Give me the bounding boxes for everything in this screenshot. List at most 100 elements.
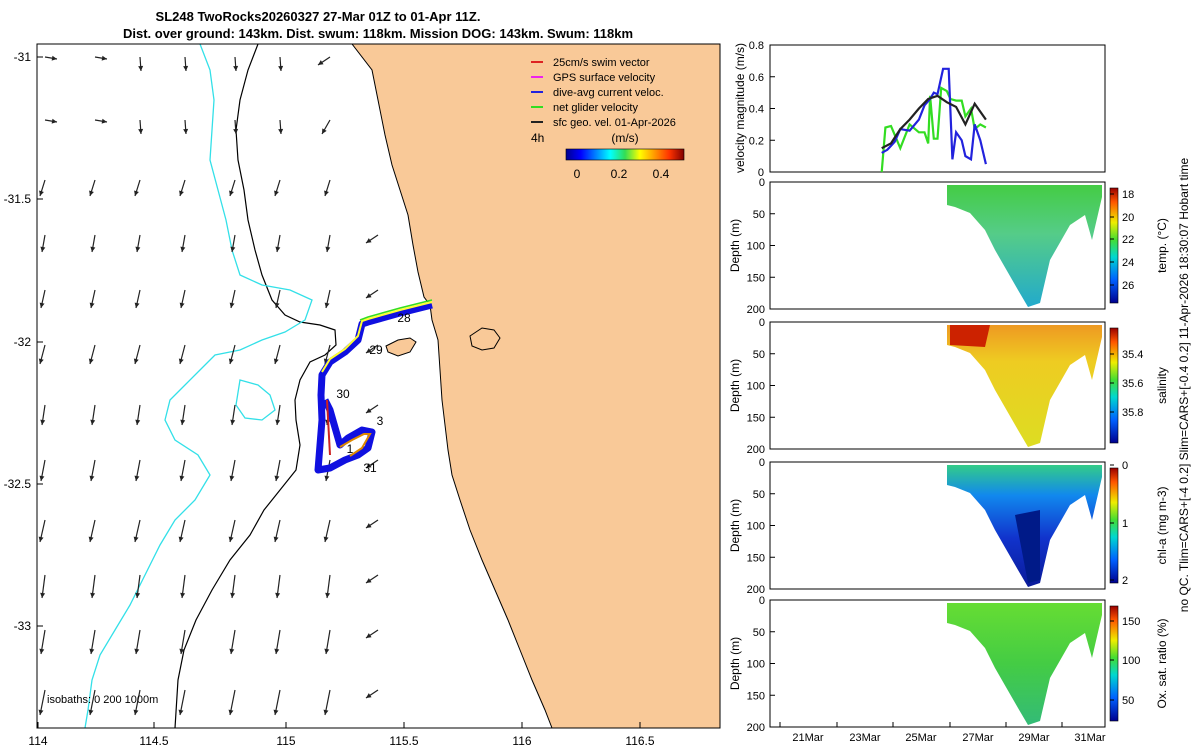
map-frame (36, 43, 721, 729)
speed-tick-label: 0 (574, 167, 581, 181)
section-colorbar (1109, 187, 1119, 304)
section-panel: 0 50 100 150 200 Depth (m) 0 1 2 chl-a (mg m-3) (728, 457, 1169, 596)
colorbar-tick-label: 1 (1122, 518, 1128, 530)
isobaths-label: isobaths: 0 200 1000m (47, 694, 158, 706)
lat-tick-label: -31.5 (4, 192, 32, 206)
section-tick-label: 100 (747, 381, 765, 393)
section-tick-label: 150 (747, 412, 765, 424)
lon-tick-label: 114.5 (139, 734, 168, 748)
section-tick-label: 0 (759, 457, 765, 469)
section-tick-label: 150 (747, 690, 765, 702)
velocity-series-line (880, 86, 987, 173)
geo-arrowhead (134, 190, 139, 196)
section-colorbar-label: salinity (1155, 367, 1169, 404)
section-ylabel: Depth (m) (728, 359, 742, 412)
geo-arrowhead (278, 65, 284, 71)
geo-arrowhead (230, 592, 236, 598)
geo-arrowhead (273, 358, 279, 364)
geo-arrowhead (233, 65, 239, 71)
lat-tick-label: -33 (14, 619, 32, 633)
section-tick-label: 200 (747, 584, 765, 596)
geo-arrowhead (325, 246, 331, 252)
geo-arrowhead (324, 302, 330, 308)
geo-arrowhead (101, 55, 107, 61)
section-ylabel: Depth (m) (728, 219, 742, 272)
geo-arrowhead (90, 419, 96, 425)
geo-arrowhead (366, 578, 372, 583)
geo-arrowhead (366, 463, 372, 468)
geo-arrowhead (40, 592, 46, 598)
geo-arrowhead (179, 475, 185, 481)
colorbar-tick-label: 22 (1122, 234, 1134, 246)
velocity-tick-label: 0.4 (749, 104, 764, 116)
day-label: 1 (347, 442, 354, 456)
speed-tick-label: 0.2 (611, 167, 628, 181)
geo-arrowhead (40, 246, 46, 252)
time-tick-label: 23Mar (849, 732, 881, 744)
geo-arrowhead (229, 190, 234, 196)
geo-arrowhead (39, 648, 45, 654)
geo-arrowhead (89, 190, 94, 196)
geo-arrowhead (228, 358, 234, 364)
day-label: 30 (336, 387, 350, 401)
section-tick-label: 150 (747, 552, 765, 564)
geo-arrowhead (324, 648, 330, 654)
geo-arrowhead (88, 709, 94, 715)
velocity-tick-label: 0 (758, 167, 764, 179)
section-panel: 0 50 100 150 200 Depth (m) 35.4 35.6 35.8 salinit… (728, 317, 1169, 456)
section-panel: 0 50 100 150 200 Depth (m) 18 20 22 24 26 temp. (°C… (728, 177, 1169, 316)
legend-label: sfc geo. vel. 01-Apr-2026 (553, 117, 676, 129)
geo-arrowhead (273, 536, 279, 542)
geo-arrowhead (180, 419, 186, 425)
time-axis-ticks: 21Mar 23Mar 25Mar 27Mar 29Mar 31Mar (779, 722, 1106, 744)
section-ylabel: Depth (m) (728, 499, 742, 552)
colorbar-tick-label: 20 (1122, 212, 1134, 224)
geo-arrowhead (134, 648, 140, 654)
speed-tick-label: 0.4 (653, 167, 670, 181)
velocity-ylabel: velocity magnitude (m/s) (733, 43, 747, 173)
title-line-1: SL248 TwoRocks20260327 27-Mar 01Z to 01-… (156, 9, 481, 24)
geo-arrowhead (138, 65, 144, 71)
geo-arrowhead (229, 475, 235, 481)
velocity-tick-label: 0.2 (749, 135, 764, 147)
lon-tick-label: 115 (276, 734, 295, 748)
geo-arrowhead (229, 648, 235, 654)
velocity-tick-label: 0.6 (749, 72, 764, 84)
velocity-panel: 0 0.2 0.4 0.6 0.8 velocity magnitude (m/s) (733, 40, 1106, 179)
net-velocity-trace (359, 299, 433, 321)
geo-arrowhead (38, 709, 44, 715)
geo-arrowhead (179, 648, 185, 654)
time-tick-label: 25Mar (905, 732, 937, 744)
glider-track (314, 299, 433, 474)
section-tick-label: 200 (747, 722, 765, 734)
geo-arrowhead (230, 419, 236, 425)
map-legend: 25cm/s swim vector GPS surface velocity di… (531, 57, 676, 129)
time-tick-label: 31Mar (1074, 732, 1106, 744)
geo-arrowhead (135, 246, 141, 252)
geo-arrowhead (134, 475, 140, 481)
glider-track-highlight (321, 301, 433, 373)
velocity-y-ticks: 0 0.2 0.4 0.6 0.8 (749, 40, 775, 179)
speed-colorbar-label: (m/s) (611, 131, 638, 145)
section-panel: 0 50 100 150 200 Depth (m) 50 100 150 Ox. sat. ra… (728, 595, 1169, 734)
section-tick-label: 100 (747, 659, 765, 671)
geo-arrowhead (275, 592, 281, 598)
geo-arrowhead (323, 709, 329, 715)
geo-arrowhead (274, 648, 280, 654)
title-line-2: Dist. over ground: 143km. Dist. swum: 11… (123, 26, 633, 41)
section-tick-label: 0 (759, 317, 765, 329)
geo-arrowhead (230, 246, 236, 252)
colorbar-tick-label: 35.4 (1122, 349, 1143, 361)
section-tick-label: 50 (753, 489, 765, 501)
isobath-1000m-loop (235, 379, 276, 421)
section-tick-label: 50 (753, 627, 765, 639)
colorbar-tick-label: 0 (1122, 460, 1128, 472)
speed-colorbar-ticks: 0 0.2 0.4 (574, 167, 670, 181)
swim-vector-trace (339, 433, 372, 457)
map-island-garden (469, 327, 501, 351)
colorbar-tick-label: 100 (1122, 655, 1140, 667)
geo-arrowhead (322, 128, 327, 134)
geo-arrowhead (90, 246, 96, 252)
geo-arrowhead (325, 592, 331, 598)
